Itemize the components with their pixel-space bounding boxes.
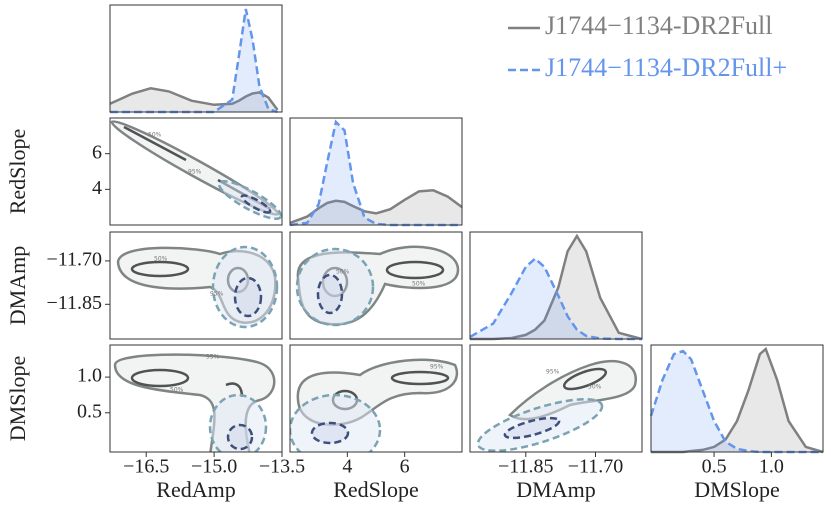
contour-panel: 95% 50%	[113, 353, 276, 452]
density-fill	[110, 88, 278, 112]
contour-panel: 50% 95%	[110, 120, 282, 220]
contour-label: 50%	[336, 269, 350, 276]
contour	[233, 276, 263, 318]
contour	[316, 273, 344, 315]
contour	[226, 423, 254, 451]
contour-label: 50%	[588, 384, 602, 391]
contour	[310, 421, 350, 445]
density-line	[289, 189, 463, 225]
panel-frame	[650, 344, 824, 453]
contour-label: 50%	[154, 256, 168, 263]
contour	[385, 260, 445, 280]
x-tick-label: −15.0	[191, 456, 237, 478]
x-tick-label: 0.5	[702, 456, 727, 478]
density-line	[470, 233, 643, 341]
contour	[503, 416, 561, 440]
panel-frame	[289, 231, 463, 340]
contour-label: 95%	[188, 169, 202, 176]
y-tick-label: −11.85	[46, 292, 102, 314]
contour-label: 50%	[412, 281, 426, 288]
x-axis-label: RedSlope	[333, 477, 419, 502]
contour-label: 95%	[210, 291, 224, 298]
contour-panel: 95%	[290, 358, 459, 452]
x-tick-label: −16.5	[123, 456, 169, 478]
y-tick-label: 4	[92, 177, 102, 199]
x-axis-label: RedAmp	[156, 477, 235, 502]
contour-label: 95%	[430, 364, 444, 371]
contour	[130, 368, 190, 388]
density-fill	[651, 349, 823, 452]
panel-frame	[469, 231, 643, 340]
contour	[562, 367, 608, 391]
x-axis-label: DMSlope	[694, 477, 780, 502]
x-tick-label: −13.5	[259, 456, 305, 478]
panel-frame	[289, 344, 463, 453]
contour-label: 95%	[206, 354, 220, 361]
panel-frame	[109, 117, 283, 226]
contour-label: 50%	[148, 132, 162, 139]
legend-label: J1744−1134-DR2Full	[545, 11, 773, 40]
density-line	[109, 87, 279, 111]
density-line	[469, 257, 642, 341]
x-tick-label: 1.0	[759, 456, 784, 478]
panel-frame	[289, 117, 463, 226]
density-line	[649, 349, 823, 454]
contour	[130, 260, 190, 278]
density-fill	[290, 190, 462, 225]
density-fill	[470, 236, 642, 339]
x-tick-label: 6	[400, 456, 410, 478]
density-fill	[470, 258, 642, 339]
y-tick-label: 6	[92, 141, 102, 163]
density-fill	[651, 351, 823, 452]
y-tick-label: 1.0	[77, 365, 102, 387]
y-axis-label: RedSlope	[5, 129, 30, 215]
x-tick-label: 4	[342, 456, 352, 478]
y-tick-label: 0.5	[77, 400, 102, 422]
density-fill	[110, 9, 278, 112]
y-axis-label: DMAmp	[5, 246, 30, 325]
contour-panel: 95% 50%	[476, 359, 638, 452]
panel-frame	[109, 231, 283, 340]
contour-panel: 50% 50%	[295, 245, 460, 327]
contour	[240, 194, 272, 214]
contour-panel: 50% 95%	[116, 245, 279, 329]
contour-label: 50%	[170, 387, 184, 394]
y-axis-label: DMSlope	[5, 356, 30, 442]
x-axis-label: DMAmp	[516, 477, 595, 502]
panel-frame	[109, 344, 283, 453]
panel-frame	[109, 4, 283, 113]
panel-frame	[469, 344, 643, 453]
contour-label: 95%	[546, 369, 560, 376]
x-tick-label: −11.70	[568, 456, 624, 478]
density-fill	[290, 122, 462, 225]
y-tick-label: −11.70	[46, 249, 102, 271]
legend-label: J1744−1134-DR2Full+	[545, 53, 787, 82]
x-tick-label: −11.85	[498, 456, 554, 478]
contour	[390, 370, 450, 386]
